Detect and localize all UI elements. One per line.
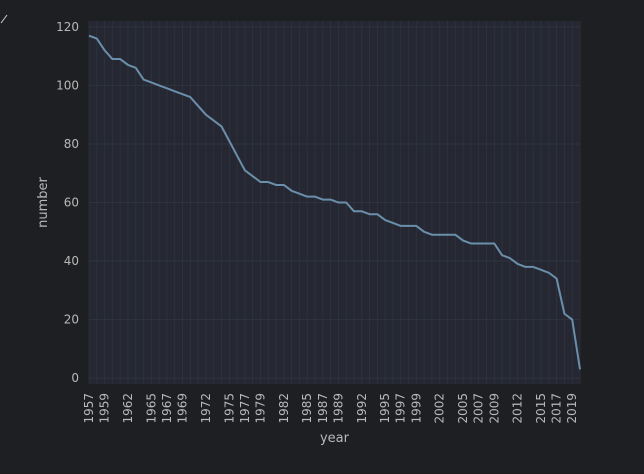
x-tick-label: 2012 [511, 393, 525, 424]
x-axis-ticks: 1957 1959 1962 1965 1967 1969 1972 1975 1977 1979… [82, 393, 579, 424]
x-tick-label: 2009 [487, 393, 501, 424]
x-tick-label: 1957 [82, 393, 96, 424]
y-axis-ticks: 0 20 40 60 80 100 120 [56, 20, 79, 385]
x-tick-label: 1989 [331, 393, 345, 424]
x-tick-label: 2019 [565, 393, 579, 424]
x-tick-label: 2002 [433, 393, 447, 424]
y-tick-label: 120 [56, 20, 79, 34]
x-tick-label: 1985 [300, 393, 314, 424]
x-tick-label: 1987 [316, 393, 330, 424]
x-tick-label: 1995 [378, 393, 392, 424]
x-tick-label: 1975 [222, 393, 236, 424]
x-tick-label: 1962 [121, 393, 135, 424]
x-tick-label: 2007 [472, 393, 486, 424]
x-tick-label: 1967 [160, 393, 174, 424]
x-tick-label: 1997 [394, 393, 408, 424]
x-tick-label: 1982 [277, 393, 291, 424]
x-tick-label: 2005 [456, 393, 470, 424]
corner-mark-icon [0, 14, 8, 24]
y-tick-label: 40 [64, 254, 79, 268]
series-group [88, 34, 581, 370]
x-tick-label: 2015 [534, 393, 548, 424]
y-tick-label: 0 [71, 371, 79, 385]
series-line [88, 34, 581, 370]
grid-lines [88, 21, 581, 384]
x-tick-label: 1992 [355, 393, 369, 424]
y-tick-label: 60 [64, 196, 79, 210]
x-tick-label: 2017 [550, 393, 564, 424]
x-tick-label: 1965 [144, 393, 158, 424]
y-tick-label: 20 [64, 313, 79, 327]
x-tick-label: 1972 [199, 393, 213, 424]
x-tick-label: 1977 [238, 393, 252, 424]
x-tick-label: 1979 [253, 393, 267, 424]
y-tick-label: 80 [64, 137, 79, 151]
x-axis-label: year [320, 431, 350, 446]
x-tick-label: 1959 [98, 393, 112, 424]
x-tick-label: 1999 [409, 393, 423, 424]
y-axis-label: number [36, 176, 51, 227]
y-tick-label: 100 [56, 78, 79, 92]
x-tick-label: 1969 [176, 393, 190, 424]
